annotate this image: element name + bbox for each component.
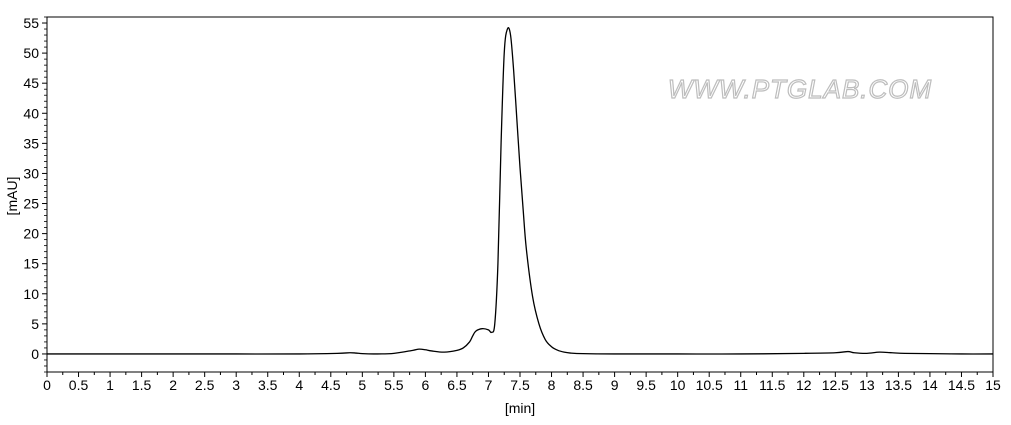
x-tick-label: 13 <box>859 377 875 393</box>
x-tick-label: 10 <box>670 377 686 393</box>
y-axis-title: [mAU] <box>4 177 20 216</box>
x-tick-label: 14 <box>922 377 938 393</box>
y-tick-label: 35 <box>23 135 39 151</box>
x-tick-label: 0 <box>43 377 51 393</box>
x-tick-label: 12 <box>796 377 812 393</box>
x-tick-label: 7 <box>485 377 493 393</box>
x-tick-label: 12.5 <box>822 377 849 393</box>
y-tick-label: 10 <box>23 286 39 302</box>
x-tick-label: 2 <box>169 377 177 393</box>
x-tick-label: 0.5 <box>69 377 89 393</box>
x-tick-label: 13.5 <box>885 377 912 393</box>
x-axis-title: [min] <box>505 400 535 416</box>
x-tick-label: 9.5 <box>636 377 656 393</box>
axes-layer: 0 0.5 1 1.5 2 2.5 3 3.5 4 4.5 5 5.5 6 6.5 7 7.5 8 8.5 9 9.5… <box>23 15 1001 393</box>
x-tick-label: 4.5 <box>321 377 341 393</box>
watermark-text: WWW.PTGLAB.COM <box>668 74 932 104</box>
y-tick-label: 50 <box>23 45 39 61</box>
x-tick-label: 11.5 <box>759 377 785 393</box>
x-tick-label: 1 <box>106 377 114 393</box>
y-tick-label: 45 <box>23 75 39 91</box>
y-tick-label: 40 <box>23 105 39 121</box>
x-tick-label: 6.5 <box>447 377 467 393</box>
x-tick-label: 6 <box>422 377 430 393</box>
plot-frame <box>46 16 994 373</box>
x-tick-label: 5.5 <box>384 377 404 393</box>
y-tick-label: 20 <box>23 226 39 242</box>
x-tick-label: 3.5 <box>258 377 278 393</box>
y-tick-label: 55 <box>23 15 39 31</box>
x-tick-label: 7.5 <box>510 377 530 393</box>
series-line <box>47 27 994 355</box>
x-tick-label: 8 <box>548 377 556 393</box>
x-tick-label: 9 <box>611 377 619 393</box>
x-tick-label: 15 <box>985 377 1001 393</box>
y-tick-label: 0 <box>31 346 39 362</box>
x-tick-label: 8.5 <box>573 377 593 393</box>
y-tick-label: 25 <box>23 196 39 212</box>
y-tick-label: 30 <box>23 165 39 181</box>
y-tick-label: 5 <box>31 316 39 332</box>
x-tick-label: 5 <box>358 377 366 393</box>
x-tick-label: 2.5 <box>195 377 215 393</box>
x-tick-label: 11 <box>733 377 748 393</box>
x-tick-label: 10.5 <box>696 377 723 393</box>
x-tick-label: 4 <box>295 377 303 393</box>
x-tick-label: 1.5 <box>132 377 152 393</box>
x-tick-label: 14.5 <box>948 377 975 393</box>
y-tick-label: 15 <box>23 256 39 272</box>
x-tick-label: 3 <box>232 377 240 393</box>
